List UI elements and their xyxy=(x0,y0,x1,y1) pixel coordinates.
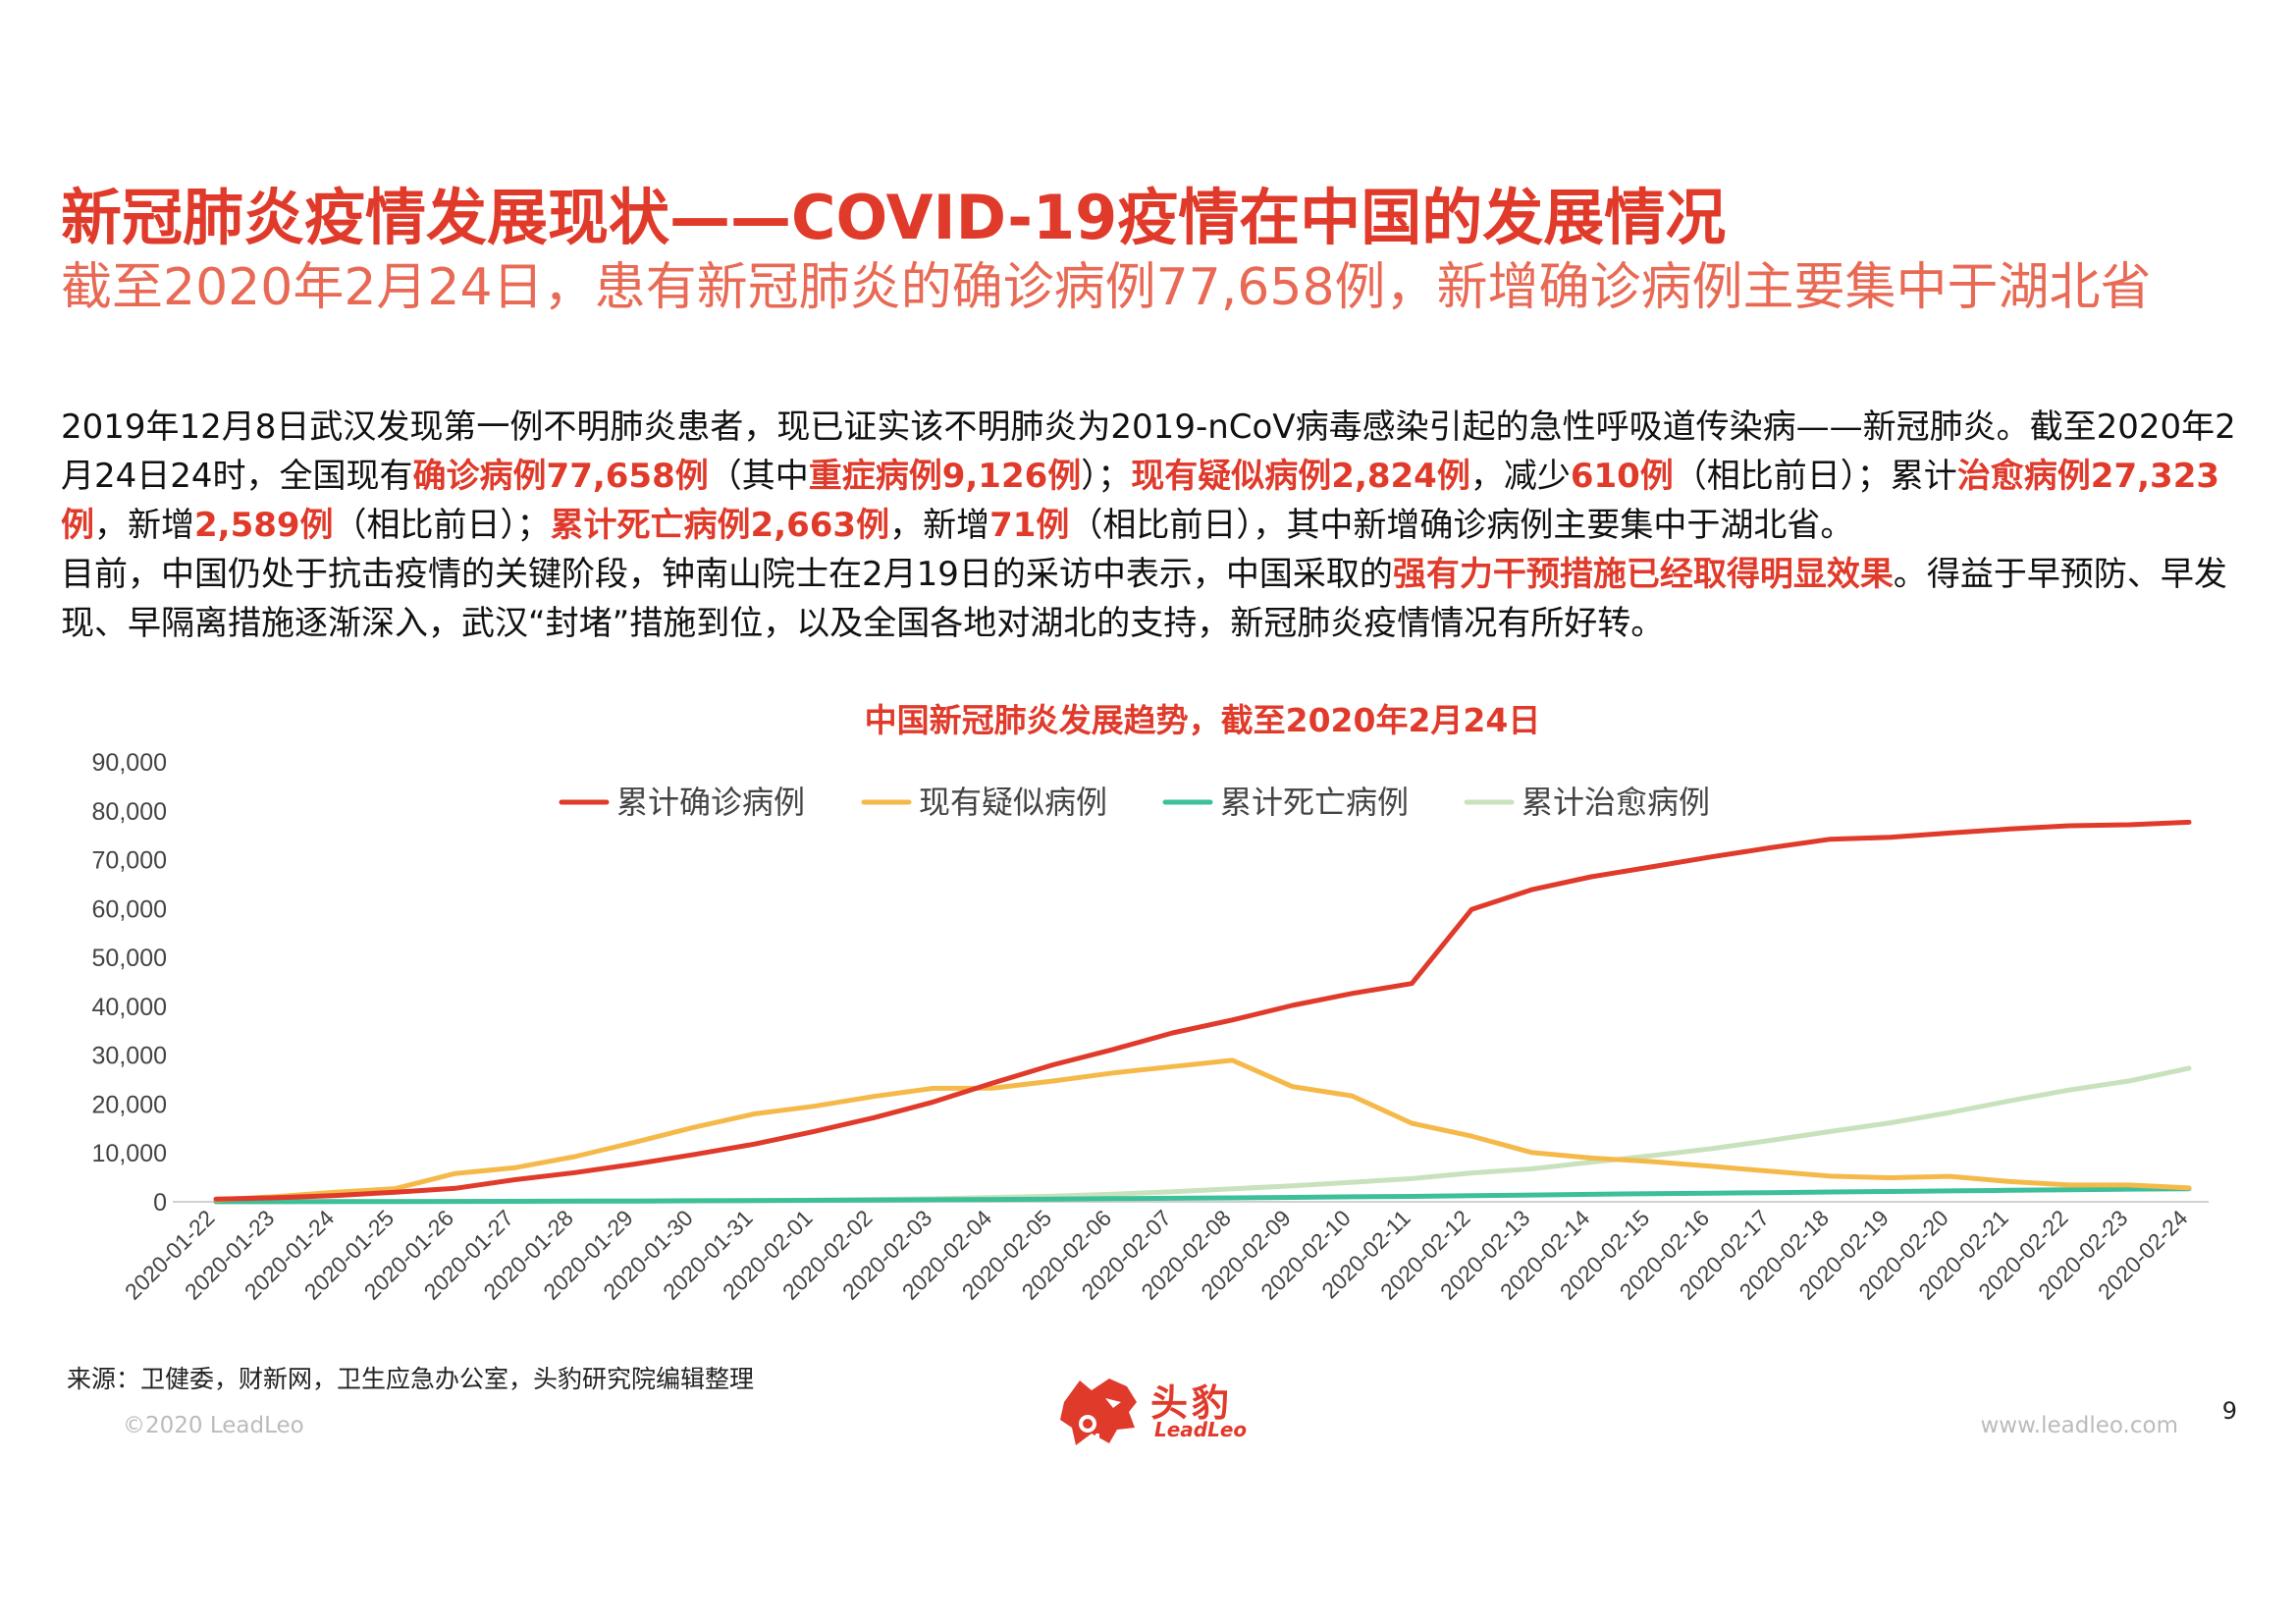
legend-label: 累计确诊病例 xyxy=(616,784,805,821)
paragraph-text: （其中 xyxy=(708,457,809,496)
paragraph-text: 。得益于早预防、早发现、早隔离措施逐渐深入，武汉“封堵”措施到位，以及全国各地对… xyxy=(61,555,2227,643)
legend-label: 现有疑似病例 xyxy=(919,784,1107,821)
highlighted-figure: 重症病例9,126例 xyxy=(808,457,1082,496)
trend-line-chart: 中国新冠肺炎发展趋势，截至2020年2月24日 0 10,000 20,000 30,0… xyxy=(92,701,2209,1305)
y-tick-label: 70,000 xyxy=(92,847,167,875)
leopard-head-icon xyxy=(1060,1379,1137,1445)
y-tick-label: 10,000 xyxy=(92,1140,167,1167)
paragraph-text: 2019年12月8日武汉发现第一例不明肺炎患者，现已证实该不明肺炎为2019-n… xyxy=(61,407,2236,496)
y-tick-label: 50,000 xyxy=(92,945,167,972)
source-note: 来源：卫健委，财新网，卫生应急办公室，头豹研究院编辑整理 xyxy=(67,1365,755,1393)
highlighted-figure: 现有疑似病例2,824例 xyxy=(1131,457,1470,496)
highlighted-figure: 治愈病例27,323例 xyxy=(61,457,2220,545)
highlighted-figure: 2,589例 xyxy=(194,506,334,545)
paragraph-text: ）； xyxy=(1081,457,1132,496)
logo-text-en: LeadLeo xyxy=(1154,1418,1248,1441)
y-tick-label: 60,000 xyxy=(92,895,167,923)
chart-title: 中国新冠肺炎发展趋势，截至2020年2月24日 xyxy=(865,701,1541,739)
copyright: ©2020 LeadLeo xyxy=(123,1413,304,1438)
highlighted-figure: 强有力干预措施已经取得明显效果 xyxy=(1392,555,1894,594)
legend-label: 累计死亡病例 xyxy=(1220,784,1409,821)
highlighted-figure: 确诊病例77,658例 xyxy=(412,457,709,496)
y-tick-label: 40,000 xyxy=(92,994,167,1021)
y-tick-label: 80,000 xyxy=(92,798,167,826)
y-tick-label: 0 xyxy=(153,1189,167,1217)
legend-label: 累计治愈病例 xyxy=(1522,784,1710,821)
y-tick-label: 90,000 xyxy=(92,749,167,777)
series-line xyxy=(213,1186,2192,1205)
body-paragraph: 目前，中国仍处于抗击疫情的关键阶段，钟南山院士在2月19日的采访中表示，中国采取… xyxy=(61,550,2260,648)
y-tick-label: 20,000 xyxy=(92,1091,167,1118)
paragraph-text: ，新增 xyxy=(889,506,990,545)
logo-text-cn: 头豹 xyxy=(1150,1381,1234,1425)
body-paragraph: 2019年12月8日武汉发现第一例不明肺炎患者，现已证实该不明肺炎为2019-n… xyxy=(61,403,2260,550)
website: www.leadleo.com xyxy=(1980,1413,2178,1438)
series-line xyxy=(213,819,2192,1202)
series-line xyxy=(213,1057,2192,1203)
y-tick-label: 30,000 xyxy=(92,1043,167,1070)
body-text: 2019年12月8日武汉发现第一例不明肺炎患者，现已证实该不明肺炎为2019-n… xyxy=(61,403,2260,648)
page-title: 新冠肺炎疫情发展现状——COVID-19疫情在中国的发展情况 xyxy=(61,182,1727,253)
paragraph-text: ，新增 xyxy=(94,506,194,545)
page-subtitle: 截至2020年2月24日，患有新冠肺炎的确诊病例77,658例，新增确诊病例主要… xyxy=(61,258,2152,317)
paragraph-text: （相比前日）；累计 xyxy=(1673,457,1957,496)
page-number: 9 xyxy=(2221,1397,2237,1425)
paragraph-text: （相比前日）； xyxy=(333,506,551,545)
paragraph-text: ，减少 xyxy=(1469,457,1571,496)
paragraph-text: （相比前日），其中新增确诊病例主要集中于湖北省。 xyxy=(1069,506,1854,545)
leadleo-logo: 头豹 LeadLeo xyxy=(1058,1373,1255,1451)
paragraph-text: 目前，中国仍处于抗击疫情的关键阶段，钟南山院士在2月19日的采访中表示，中国采取… xyxy=(61,555,1393,594)
highlighted-figure: 71例 xyxy=(989,506,1070,545)
highlighted-figure: 累计死亡病例2,663例 xyxy=(550,506,890,545)
highlighted-figure: 610例 xyxy=(1570,457,1674,496)
